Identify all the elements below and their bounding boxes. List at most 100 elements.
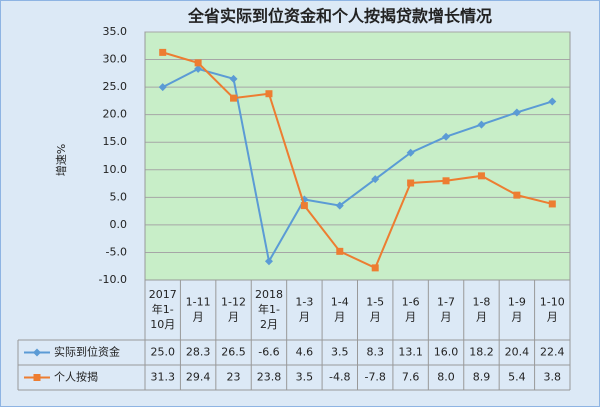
x-tick-label-line: 月 [193, 311, 204, 324]
legend-label: 实际到位资金 [54, 345, 120, 359]
x-tick-label-line: 年1- [258, 302, 280, 316]
x-tick-label: 1-7 月 [437, 296, 455, 324]
table-value: 3.5 [331, 346, 349, 359]
y-axis-label: 增速% [54, 144, 68, 176]
x-tick-label: 2017 年1- 10月 [149, 288, 177, 331]
table-value: 18.2 [469, 346, 494, 359]
legend-marker [33, 348, 41, 357]
x-tick-label-line: 2月 [260, 318, 278, 331]
y-tick-label: -5.0 [106, 245, 127, 258]
table-value: 7.6 [402, 371, 420, 384]
x-tick-label: 1-4 月 [331, 296, 349, 324]
table-value: 3.8 [544, 371, 562, 384]
table-value: 8.3 [366, 346, 384, 359]
x-tick-label-line: 2017 [149, 288, 177, 301]
x-tick-label-line: 月 [441, 311, 452, 324]
y-tick-label: 35.0 [103, 25, 128, 38]
x-tick-label: 1-3 月 [295, 296, 313, 324]
table-value: 29.4 [186, 371, 211, 384]
x-tick-label-line: 1-10 [540, 296, 565, 309]
marker [265, 90, 273, 98]
x-tick-label-line: 1-11 [186, 296, 211, 309]
y-tick-label: 15.0 [103, 135, 128, 148]
x-tick-label-line: 1-4 [331, 296, 349, 309]
x-tick-label-line: 1-3 [295, 296, 313, 309]
marker [159, 48, 167, 56]
series-line [162, 67, 553, 265]
table-value: -6.6 [258, 346, 279, 359]
table-value: 8.0 [437, 371, 455, 384]
x-tick-label: 1-11 月 [186, 296, 211, 324]
x-tick-label-line: 1-12 [221, 296, 246, 309]
x-tick-label: 2018 年1- 2月 [255, 288, 283, 331]
x-tick-label-line: 月 [370, 311, 381, 324]
x-tick-label-line: 月 [511, 311, 522, 324]
plot-area [144, 31, 571, 281]
y-tick-label: 0.0 [110, 218, 128, 231]
marker [371, 175, 380, 184]
y-tick-label: 25.0 [103, 80, 128, 93]
table-value: 25.0 [150, 346, 175, 359]
table-value: 31.3 [150, 371, 175, 384]
x-tick-label-line: 1-7 [437, 296, 455, 309]
y-tick-label: 20.0 [103, 108, 128, 121]
x-tick-label-line: 1-5 [366, 296, 384, 309]
x-tick-label: 1-5 月 [366, 296, 384, 324]
table-value: 20.4 [505, 346, 530, 359]
marker [548, 200, 556, 208]
marker [194, 59, 202, 67]
marker [442, 177, 450, 185]
x-tick-label-line: 1-9 [508, 296, 526, 309]
chart-title: 全省实际到位资金和个人按揭贷款增长情况 [187, 7, 492, 26]
legend-marker [33, 374, 41, 381]
table-value: 3.5 [296, 371, 314, 384]
x-tick-label-line: 10月 [150, 318, 175, 331]
marker [477, 172, 485, 180]
x-tick-label: 1-9 月 [508, 296, 526, 324]
marker [406, 148, 415, 157]
x-tick-label: 1-6 月 [402, 296, 420, 324]
y-tick-label: -10.0 [99, 273, 127, 286]
x-tick-label-line: 月 [547, 311, 558, 324]
x-tick-label: 1-8 月 [472, 296, 490, 324]
y-tick-label: 5.0 [110, 190, 128, 203]
table-value: 26.5 [221, 346, 246, 359]
table-value: -4.8 [329, 371, 350, 384]
marker [371, 264, 379, 272]
marker [477, 120, 486, 129]
y-tick-label: 10.0 [103, 163, 128, 176]
table-value: 16.0 [434, 346, 459, 359]
marker [194, 64, 203, 73]
x-tick-label-line: 年1- [152, 302, 174, 316]
table-value: 23 [227, 371, 241, 384]
x-tick-label: 1-12 月 [221, 296, 246, 324]
marker [229, 74, 238, 83]
marker [335, 201, 344, 210]
marker [442, 132, 451, 141]
marker [264, 257, 273, 266]
marker [407, 179, 415, 187]
table-value: 23.8 [257, 371, 282, 384]
table-value: 28.3 [186, 346, 211, 359]
x-tick-label-line: 月 [299, 311, 310, 324]
marker [548, 97, 557, 106]
table-value: 13.1 [398, 346, 423, 359]
marker [230, 94, 238, 102]
legend-label: 个人按揭 [54, 370, 98, 384]
x-tick-label-line: 月 [405, 311, 416, 324]
x-tick-label-line: 月 [476, 311, 487, 324]
x-tick-label: 1-10 月 [540, 296, 565, 324]
table-value: -7.8 [364, 371, 385, 384]
x-tick-label-line: 月 [228, 311, 239, 324]
y-tick-label: 30.0 [103, 53, 128, 66]
marker [300, 202, 308, 210]
table-value: 22.4 [540, 346, 565, 359]
x-tick-label-line: 2018 [255, 288, 283, 301]
marker [158, 83, 167, 92]
x-tick-label-line: 月 [334, 311, 345, 324]
marker [336, 247, 344, 255]
table-value: 8.9 [473, 371, 491, 384]
x-tick-label-line: 1-8 [472, 296, 490, 309]
table-value: 4.6 [296, 346, 314, 359]
